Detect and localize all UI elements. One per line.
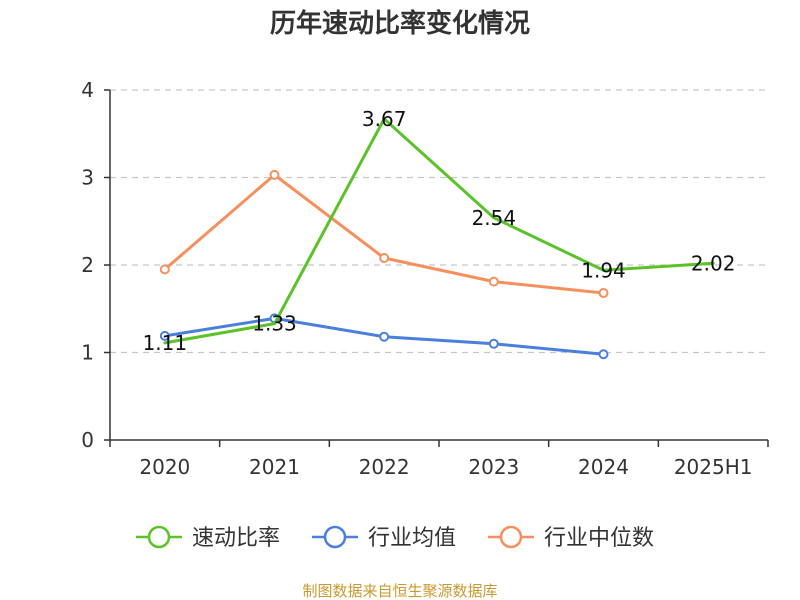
data-point [379, 253, 390, 263]
legend-label: 行业中位数 [544, 526, 654, 551]
legend-label: 速动比率 [192, 526, 280, 551]
x-tick-label: 2023 [468, 455, 519, 479]
grid [110, 89, 768, 354]
legend[interactable]: 速动比率 行业均值 行业中位数 [136, 525, 654, 551]
data-point [269, 169, 280, 180]
source-footer: 制图数据来自恒生聚源数据库 [302, 582, 497, 600]
data-label: 1.94 [581, 258, 626, 282]
data-label: 2.02 [691, 251, 736, 275]
x-tick-label: 2022 [359, 455, 410, 479]
chart-title: 历年速动比率变化情况 [270, 8, 530, 39]
y-tick-label: 0 [81, 428, 94, 452]
axes: 0 1 2 3 4 2020 2021 2022 2023 2024 2025H1 [81, 78, 769, 479]
x-tick-label: 2021 [249, 455, 300, 479]
data-labels: 1.11 1.33 3.67 2.54 1.94 2.02 [143, 107, 736, 355]
data-point [488, 276, 499, 287]
y-tick-label: 2 [81, 253, 94, 277]
legend-item[interactable]: 行业中位数 [488, 525, 654, 551]
data-point [159, 330, 170, 341]
x-tick-label: 2024 [578, 455, 629, 479]
x-tick-label: 2020 [139, 455, 190, 479]
y-tick-label: 3 [81, 166, 94, 190]
y-tick-label: 1 [81, 341, 94, 365]
legend-marker-icon [323, 525, 347, 549]
series-line [163, 117, 715, 345]
legend-label: 行业均值 [368, 526, 456, 551]
x-tick-label: 2025H1 [674, 455, 753, 479]
data-label: 2.54 [472, 206, 517, 230]
data-label: 3.67 [362, 107, 407, 131]
data-point [379, 331, 390, 342]
data-label: 1.33 [252, 312, 297, 336]
legend-marker-icon [499, 525, 523, 549]
legend-item[interactable]: 行业均值 [312, 525, 456, 551]
data-point [598, 288, 609, 298]
data-point [598, 349, 609, 360]
series-line [163, 173, 605, 295]
legend-marker-icon [147, 525, 171, 549]
series-group [159, 117, 715, 360]
y-tick-label: 4 [81, 78, 94, 102]
data-point [159, 264, 170, 275]
legend-item[interactable]: 速动比率 [136, 525, 280, 551]
data-point [488, 338, 499, 349]
data-label: 1.11 [143, 331, 188, 355]
